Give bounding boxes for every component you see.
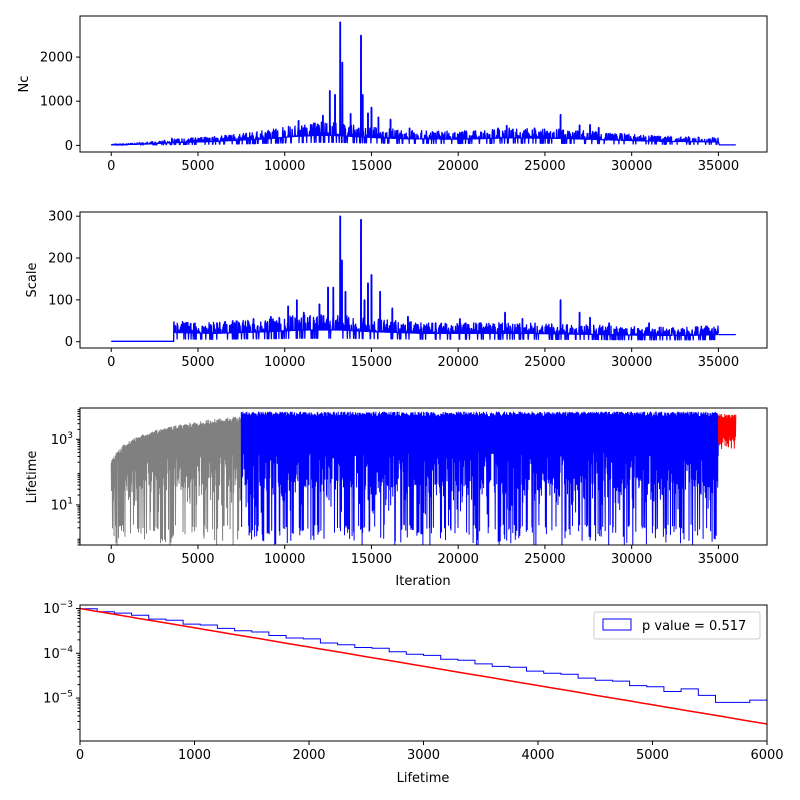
x-tick-label: 10000 <box>264 355 305 370</box>
legend-swatch <box>602 618 632 631</box>
x-tick-label: 15000 <box>351 355 392 370</box>
series-line <box>110 215 736 342</box>
histogram-panel: 0 1000 2000 3000 4000 5000 6000 10−5 10−4 10−3 Li… <box>43 600 783 786</box>
x-tick-label: 35000 <box>698 355 739 370</box>
x-tick-label: 35000 <box>698 159 739 174</box>
x-tick-label: 30000 <box>611 355 652 370</box>
x-tick-label: 15000 <box>351 552 392 567</box>
x-tick-label: 20000 <box>438 355 479 370</box>
x-tick-label: 25000 <box>524 159 565 174</box>
x-tick-label: 5000 <box>636 748 669 763</box>
y-tick-label: 100 <box>48 293 73 308</box>
x-tick-label: 10000 <box>264 552 305 567</box>
x-tick-label: 15000 <box>351 159 392 174</box>
y-tick-label: 0 <box>65 139 73 154</box>
y-tick-label: 1000 <box>40 95 73 110</box>
x-tick-label: 20000 <box>438 552 479 567</box>
x-tick-label: 4000 <box>521 748 554 763</box>
scale-panel: 0 5000 10000 15000 20000 25000 30000 35000 0 100 2… <box>25 210 768 370</box>
x-tick-label: 10000 <box>264 159 305 174</box>
x-tick-label: 25000 <box>524 552 565 567</box>
histogram-steps <box>80 608 767 741</box>
x-tick-label: 30000 <box>611 159 652 174</box>
y-tick-label: 10−4 <box>43 645 73 662</box>
fit-line <box>80 607 767 725</box>
legend-box <box>593 611 761 640</box>
tail-segment <box>717 413 737 450</box>
x-tick-label: 3000 <box>407 748 440 763</box>
x-tick-label: 1000 <box>178 748 211 763</box>
lifetime-x-label: Lifetime <box>397 771 450 786</box>
x-tick-label: 0 <box>107 355 115 370</box>
lifetime-panel: 0 5000 10000 15000 20000 25000 30000 35000 101 10… <box>25 407 768 589</box>
x-tick-label: 2000 <box>292 748 325 763</box>
scale-y-label: Scale <box>25 263 40 298</box>
x-tick-label: 0 <box>107 159 115 174</box>
y-tick-label: 10−3 <box>43 600 73 617</box>
y-tick-label: 300 <box>48 210 73 225</box>
y-tick-label: 2000 <box>40 51 73 66</box>
x-tick-label: 5000 <box>181 159 214 174</box>
nc-axes-frame <box>79 15 768 153</box>
x-tick-label: 5000 <box>181 355 214 370</box>
y-tick-label: 103 <box>51 431 73 448</box>
x-tick-label: 30000 <box>611 552 652 567</box>
y-tick-label: 0 <box>65 335 73 350</box>
x-tick-label: 20000 <box>438 159 479 174</box>
legend-label: p value = 0.517 <box>642 619 746 634</box>
burnin-segment <box>110 416 242 545</box>
x-tick-label: 5000 <box>181 552 214 567</box>
lifetime-axes-frame <box>79 407 768 546</box>
series-line <box>110 21 736 146</box>
lifetime-y-label: Lifetime <box>25 451 40 504</box>
x-tick-label: 6000 <box>750 748 783 763</box>
y-tick-label: 200 <box>48 252 73 267</box>
y-tick-label: 101 <box>51 496 73 513</box>
iteration-x-label: Iteration <box>395 574 450 589</box>
y-tick-label: 10−5 <box>43 690 73 707</box>
x-tick-label: 35000 <box>698 552 739 567</box>
x-tick-label: 0 <box>76 748 84 763</box>
x-tick-label: 25000 <box>524 355 565 370</box>
legend: p value = 0.517 <box>593 611 761 640</box>
scale-axes-frame <box>79 211 768 349</box>
nc-panel: 0 5000 10000 15000 20000 25000 30000 35000 0 1000… <box>17 15 768 174</box>
series-segment <box>240 411 719 545</box>
x-tick-label: 0 <box>107 552 115 567</box>
nc-y-label: Nc <box>17 76 32 93</box>
